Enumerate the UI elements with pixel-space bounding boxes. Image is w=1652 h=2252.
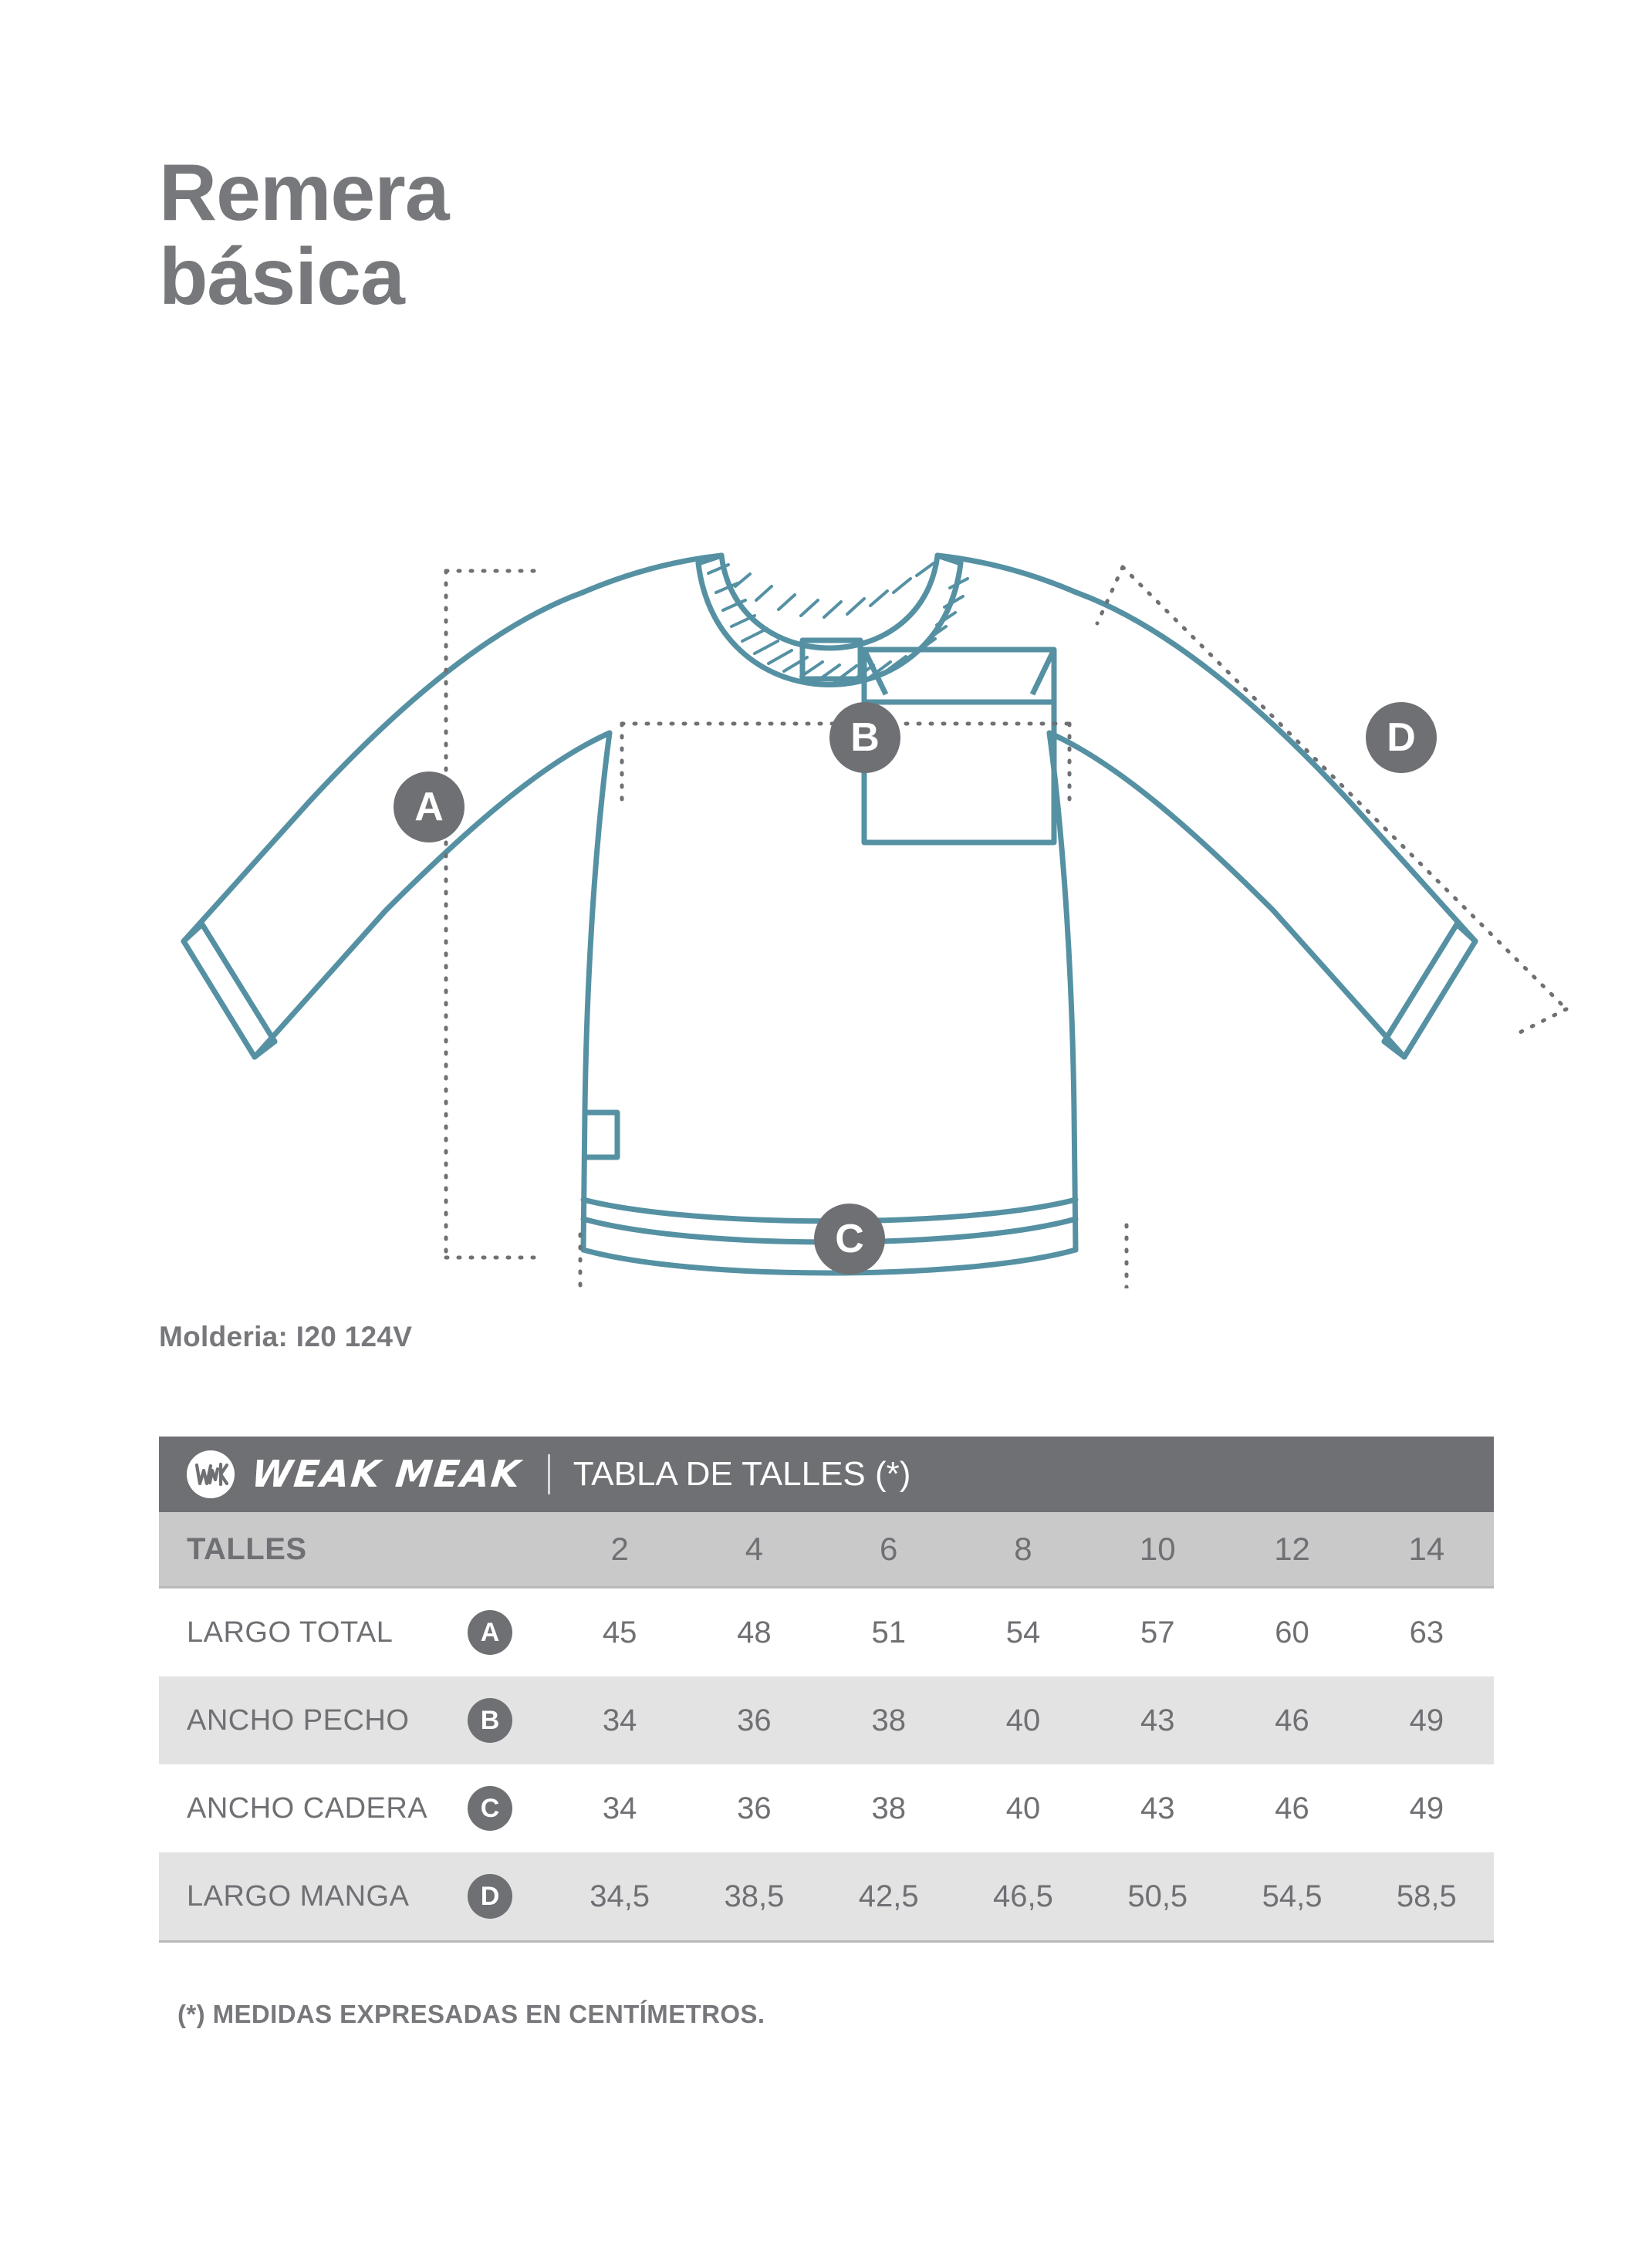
header-divider <box>547 1454 550 1494</box>
table-bottom-border <box>159 1940 1494 1943</box>
row-value: 38 <box>871 1791 906 1825</box>
dimension-badge-c-label: C <box>835 1217 864 1261</box>
sizes-row-label: TALLES <box>187 1531 307 1566</box>
dimension-badge-a: A <box>394 771 465 842</box>
size-header-cell: 8 <box>1014 1531 1032 1567</box>
size-header-cell: 2 <box>610 1531 629 1567</box>
row-badge: C <box>468 1786 552 1831</box>
garment-illustration <box>0 447 1652 1288</box>
dimension-badge-a-label: A <box>414 785 444 829</box>
row-value: 54,5 <box>1262 1879 1323 1913</box>
row-value: 40 <box>1005 1703 1041 1737</box>
table-row: LARGO MANGA D 34,5 38,5 42,5 46,5 50,5 5… <box>159 1852 1494 1940</box>
row-value: 43 <box>1140 1703 1175 1737</box>
molderia-code: Molderia: I20 124V <box>159 1321 413 1352</box>
row-value: 54 <box>1005 1615 1041 1649</box>
row-value: 45 <box>602 1615 637 1649</box>
row-badge-a: A <box>468 1610 512 1655</box>
row-value: 57 <box>1140 1615 1175 1649</box>
table-row: ANCHO CADERA C 34 36 38 40 43 46 49 <box>159 1764 1494 1852</box>
row-value: 49 <box>1409 1791 1444 1825</box>
row-value: 43 <box>1140 1791 1175 1825</box>
size-header-cell: 10 <box>1139 1531 1176 1567</box>
row-badge-b: B <box>468 1698 512 1743</box>
row-value: 49 <box>1409 1703 1444 1737</box>
dimension-badge-c: C <box>814 1204 885 1275</box>
row-badge-c: C <box>468 1786 512 1831</box>
row-separator <box>159 1586 1494 1589</box>
row-value: 34,5 <box>590 1879 650 1913</box>
size-header-cell: 4 <box>745 1531 764 1567</box>
row-value: 63 <box>1409 1615 1444 1649</box>
page-title: Remera básica <box>159 148 853 322</box>
row-value: 36 <box>737 1791 772 1825</box>
row-value: 46,5 <box>993 1879 1053 1913</box>
row-value: 51 <box>871 1615 906 1649</box>
row-value: 38 <box>871 1703 906 1737</box>
page-title-line2: básica <box>159 232 405 322</box>
size-table: WEAK MEAK TABLA DE TALLES (*) TALLES 2 4… <box>159 1437 1494 1943</box>
row-value: 50,5 <box>1127 1879 1188 1913</box>
size-header-cell: 6 <box>880 1531 898 1567</box>
row-label: ANCHO PECHO <box>187 1703 410 1737</box>
row-value: 46 <box>1275 1791 1309 1825</box>
table-row: LARGO TOTAL A 45 48 51 54 57 60 63 <box>159 1589 1494 1676</box>
row-value: 60 <box>1275 1615 1309 1649</box>
size-header-cell: 14 <box>1408 1531 1445 1567</box>
row-badge-d: D <box>468 1874 512 1919</box>
row-value: 40 <box>1005 1791 1041 1825</box>
dimension-badge-d: D <box>1366 702 1437 773</box>
row-badge: B <box>468 1698 552 1743</box>
row-value: 46 <box>1275 1703 1309 1737</box>
row-value: 36 <box>737 1703 772 1737</box>
row-value: 48 <box>737 1615 772 1649</box>
row-value: 34 <box>602 1791 637 1825</box>
brand-name: WEAK MEAK <box>249 1453 524 1496</box>
size-header-cell: 12 <box>1274 1531 1310 1567</box>
dimension-badge-d-label: D <box>1387 715 1416 760</box>
dimension-badge-b: B <box>829 702 900 773</box>
size-table-sizes-row: TALLES 2 4 6 8 10 12 14 <box>159 1512 1494 1586</box>
row-value: 38,5 <box>724 1879 785 1913</box>
page-title-line1: Remera <box>159 148 450 238</box>
dimension-badge-b-label: B <box>850 715 880 760</box>
row-badge: D <box>468 1874 552 1919</box>
row-label: ANCHO CADERA <box>187 1791 428 1825</box>
row-value: 58,5 <box>1396 1879 1457 1913</box>
size-table-header: WEAK MEAK TABLA DE TALLES (*) <box>159 1437 1494 1512</box>
row-label: LARGO TOTAL <box>187 1616 394 1649</box>
weak-meak-logo-icon <box>187 1450 235 1498</box>
row-value: 34 <box>602 1703 637 1737</box>
row-label: LARGO MANGA <box>187 1879 410 1913</box>
table-row: ANCHO PECHO B 34 36 38 40 43 46 49 <box>159 1676 1494 1764</box>
row-value: 42,5 <box>858 1879 919 1913</box>
size-table-title: TABLA DE TALLES (*) <box>573 1455 911 1493</box>
measurement-units-note: (*) MEDIDAS EXPRESADAS EN CENTÍMETROS. <box>177 2000 765 2028</box>
row-badge: A <box>468 1610 552 1655</box>
